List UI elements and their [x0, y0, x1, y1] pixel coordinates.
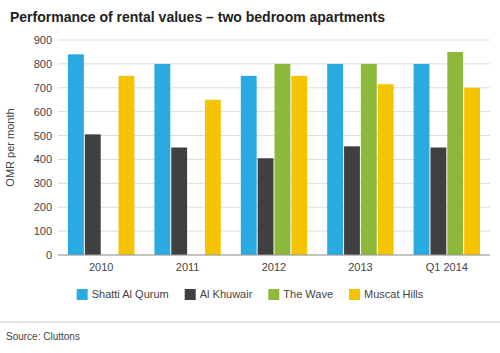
y-tick-label: 0 [46, 249, 52, 261]
y-tick-label: 400 [34, 153, 52, 165]
bars [68, 52, 480, 255]
y-tick-label: 200 [34, 201, 52, 213]
legend-item: Muscat Hills [349, 288, 424, 300]
legend-label: Al Khuwair [200, 288, 253, 300]
legend: Shatti Al Qurum Al Khuwair The Wave Muscat … [77, 288, 424, 300]
grid-line [58, 40, 490, 41]
bar [291, 76, 307, 255]
legend-swatch [185, 289, 196, 300]
legend-label: Shatti Al Qurum [92, 288, 169, 300]
x-tick-label: 2011 [176, 261, 200, 273]
bar [327, 64, 343, 255]
separator [0, 322, 500, 323]
x-tick-label: 2012 [262, 261, 286, 273]
y-tick-label: 100 [34, 225, 52, 237]
title: Performance of rental values – two bedro… [10, 9, 385, 25]
bar [430, 148, 446, 256]
y-tick-label: 500 [34, 130, 52, 142]
legend-swatch [268, 289, 279, 300]
y-tick-label: 900 [34, 34, 52, 46]
legend-item: Al Khuwair [185, 288, 253, 300]
bar [171, 148, 187, 256]
y-tick-label: 700 [34, 82, 52, 94]
bar [414, 64, 430, 255]
legend-swatch [77, 289, 88, 300]
bar [68, 54, 84, 255]
y-ticks: 0 100 200 300 400 500 600 700 800 900 [34, 34, 52, 261]
x-tick-label: Q1 2014 [426, 261, 468, 273]
legend-label: Muscat Hills [364, 288, 424, 300]
x-tick-label: 2010 [89, 261, 113, 273]
bar [258, 158, 274, 255]
bar [275, 64, 291, 255]
bar [361, 64, 377, 255]
legend-label: The Wave [283, 288, 333, 300]
legend-swatch [349, 289, 360, 300]
y-tick-label: 800 [34, 58, 52, 70]
source: Source: Cluttons [6, 331, 80, 342]
x-axis-line [58, 255, 490, 256]
y-axis-label: OMR per month [4, 108, 16, 186]
grid [58, 40, 490, 255]
x-ticks: 2010 2011 2012 2013 Q1 2014 [89, 261, 468, 273]
bar [378, 84, 394, 255]
bar [119, 76, 135, 255]
bar [241, 76, 257, 255]
bar [464, 88, 480, 255]
legend-item: Shatti Al Qurum [77, 288, 169, 300]
y-tick-label: 600 [34, 106, 52, 118]
bar [205, 100, 221, 255]
grid-line [58, 255, 490, 256]
y-tick-label: 300 [34, 177, 52, 189]
bar [85, 134, 101, 255]
x-tick-label: 2013 [348, 261, 372, 273]
bar [154, 64, 170, 255]
bar [344, 146, 360, 255]
chart: Performance of rental values – two bedro… [0, 0, 500, 353]
legend-item: The Wave [268, 288, 333, 300]
bar [447, 52, 463, 255]
